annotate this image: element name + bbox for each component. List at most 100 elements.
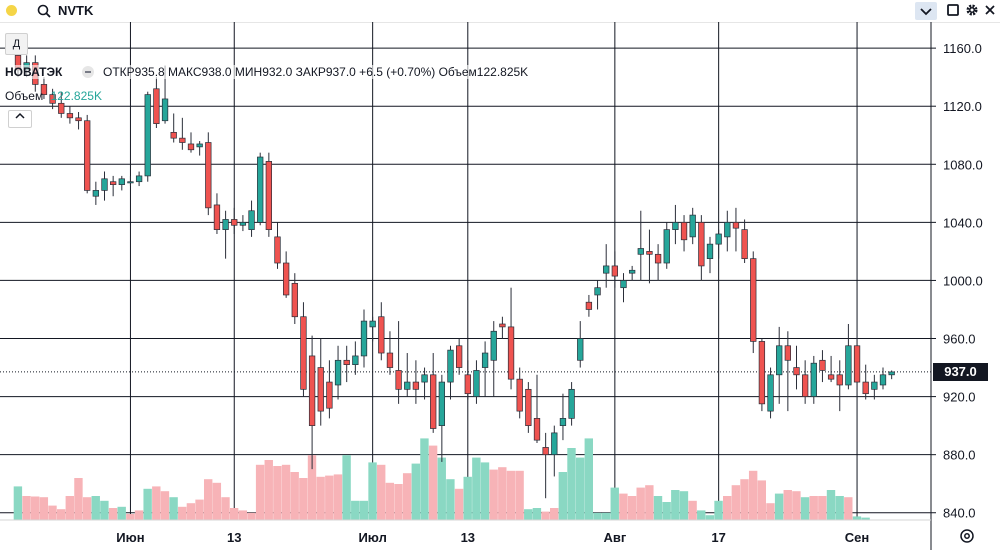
volume-bar [134,510,144,520]
candle [888,370,895,380]
candle-body [430,374,437,429]
volume-bar [333,474,343,520]
candle [66,106,74,124]
volume-bar [835,496,844,520]
volume-bar [74,478,83,520]
volume-bar [160,491,170,520]
volume-bar [558,472,568,520]
volume-bar [91,496,100,520]
candle-body [265,161,272,230]
candle-body [360,320,368,357]
volume-bar [359,500,369,520]
volume-bar [550,508,559,520]
candle-body [456,345,463,368]
volume-bar [541,511,550,520]
candle [49,88,56,110]
close-icon[interactable] [983,3,997,17]
candle [300,302,307,397]
candle [317,338,324,426]
volume-bar [178,506,187,520]
yellow-status-dot-icon [6,5,17,16]
y-tick-label: 960.0 [943,332,976,347]
candle [672,204,679,245]
candle [412,360,420,404]
candle [308,335,316,470]
gear-icon[interactable] [965,3,979,17]
volume-bar [636,487,645,520]
candle [862,364,869,400]
candle [481,341,489,397]
candle [196,141,203,156]
candle [871,374,878,400]
candle-body [127,181,134,184]
candle-body [559,418,567,426]
candle [594,280,601,310]
candle [170,113,177,143]
candle [283,251,290,298]
legend-collapse-button[interactable] [8,110,32,128]
candle [213,193,221,234]
candle-body [395,370,402,390]
y-tick-label: 880.0 [943,448,976,463]
candle-body [801,374,809,397]
x-tick-label: 17 [711,530,725,545]
candle-body [49,94,56,104]
settings-icon[interactable] [958,527,976,545]
y-tick-label: 1160.0 [943,41,982,56]
candle [525,382,532,433]
candle [853,335,861,397]
candle-body [689,214,696,238]
candle-body [378,316,385,354]
candle [516,367,523,419]
legend-ohlc: НОВАТЭК ОТКР935.8 МАКС938.0 МИН932.0 ЗАК… [5,65,529,79]
square-icon[interactable] [946,3,960,17]
visibility-toggle-icon[interactable] [81,66,94,78]
candle [499,316,506,339]
volume-bar [757,480,766,520]
volume-bar [342,455,351,520]
volume-bar [463,476,472,520]
volume-bar [229,508,239,520]
volume-bar [281,464,291,520]
candle [40,77,48,99]
candle-body [40,84,48,95]
period-button[interactable]: Д [5,33,28,55]
volume-bar [506,470,516,520]
candle-body [628,269,636,274]
volume-bar [532,508,542,520]
y-tick-label: 1120.0 [943,99,982,114]
candle-body [196,143,203,148]
volume-bar [247,512,256,520]
candle-body [274,236,281,264]
search-icon[interactable] [36,3,52,19]
price-chart[interactable]: 840.0 880.0 920.0 960.0 1000.0 1040.0 1080.0 11… [0,22,1000,550]
volume-bar [13,486,23,520]
candle [274,222,281,269]
candle-body [879,374,887,386]
candle-body [490,330,497,361]
volume-bars [13,438,870,520]
legend-volume-value: 122.825K [50,89,102,103]
volume-bar [688,500,697,520]
candle-body [680,222,688,241]
candle [352,341,359,375]
candle-body [888,371,895,376]
candle [265,152,272,237]
volume-bar [299,478,308,520]
candle [646,229,653,284]
candle-body [239,222,247,226]
volume-bar [31,496,40,520]
symbol-search-input[interactable]: NVTK [58,3,94,18]
candle-body [135,175,143,183]
candle-body [663,229,670,264]
candle [724,210,731,252]
candle-body [568,388,575,419]
candle-body [326,381,333,409]
symbol-dropdown-button[interactable] [915,2,937,20]
volume-bar [65,496,74,520]
candle [620,273,627,303]
y-tick-label: 840.0 [943,506,976,521]
candle-body [784,345,791,361]
volume-bar [818,496,827,520]
volume-bar [117,506,126,520]
